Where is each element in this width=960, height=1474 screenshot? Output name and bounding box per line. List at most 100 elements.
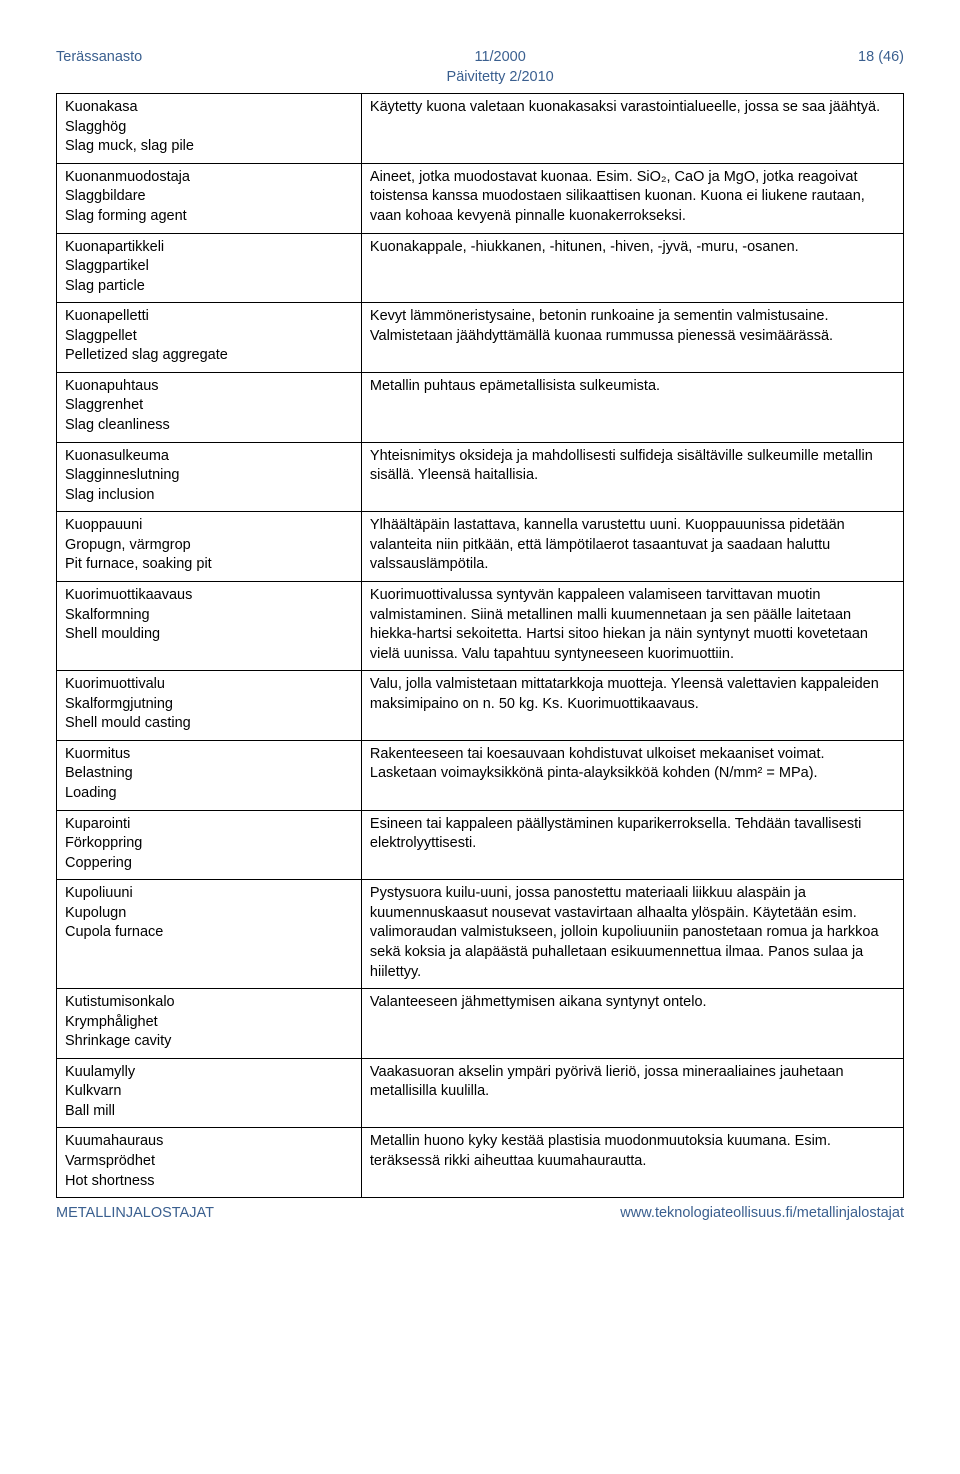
- table-row: KupoliuuniKupolugnCupola furnacePystysuo…: [57, 880, 904, 989]
- term-line: Kulkvarn: [65, 1082, 353, 1102]
- term-line: Kuoppauuni: [65, 516, 353, 536]
- description-cell: Metallin huono kyky kestää plastisia muo…: [361, 1128, 903, 1198]
- footer-right: www.teknologiateollisuus.fi/metallinjalo…: [620, 1204, 904, 1224]
- term-line: Kuonapelletti: [65, 307, 353, 327]
- term-line: Kuorimuottivalu: [65, 675, 353, 695]
- term-line: Ball mill: [65, 1102, 353, 1122]
- description-cell: Kuonakappale, -hiukkanen, -hitunen, -hiv…: [361, 233, 903, 303]
- term-cell: KuparointiFörkoppringCoppering: [57, 810, 362, 880]
- term-cell: KuumahaurausVarmsprödhetHot shortness: [57, 1128, 362, 1198]
- term-line: Shell moulding: [65, 625, 353, 645]
- term-cell: KuulamyllyKulkvarnBall mill: [57, 1058, 362, 1128]
- term-line: Shrinkage cavity: [65, 1032, 353, 1052]
- description-cell: Kevyt lämmöneristysaine, betonin runkoai…: [361, 303, 903, 373]
- term-cell: KuorimuottikaavausSkalformningShell moul…: [57, 581, 362, 670]
- term-line: Varmsprödhet: [65, 1152, 353, 1172]
- table-row: KuorimuottivaluSkalformgjutningShell mou…: [57, 671, 904, 741]
- table-row: KuparointiFörkoppringCopperingEsineen ta…: [57, 810, 904, 880]
- term-line: Kuorimuottikaavaus: [65, 586, 353, 606]
- term-cell: KuormitusBelastningLoading: [57, 740, 362, 810]
- term-cell: KuonanmuodostajaSlaggbildareSlag forming…: [57, 163, 362, 233]
- term-line: Hot shortness: [65, 1172, 353, 1192]
- term-line: Slag forming agent: [65, 207, 353, 227]
- description-cell: Valu, jolla valmistetaan mittatarkkoja m…: [361, 671, 903, 741]
- term-line: Krymphålighet: [65, 1013, 353, 1033]
- term-cell: KuonakasaSlagghögSlag muck, slag pile: [57, 94, 362, 164]
- term-line: Kuonapartikkeli: [65, 238, 353, 258]
- term-line: Kupolugn: [65, 904, 353, 924]
- table-row: KuoppauuniGropugn, värmgropPit furnace, …: [57, 512, 904, 582]
- term-line: Slagghög: [65, 118, 353, 138]
- description-cell: Rakenteeseen tai koesauvaan kohdistuvat …: [361, 740, 903, 810]
- footer-left: METALLINJALOSTAJAT: [56, 1204, 214, 1224]
- term-cell: KuonapellettiSlaggpelletPelletized slag …: [57, 303, 362, 373]
- description-cell: Ylhäältäpäin lastattava, kannella varust…: [361, 512, 903, 582]
- term-line: Kuonakasa: [65, 98, 353, 118]
- term-line: Kuparointi: [65, 815, 353, 835]
- table-row: KuulamyllyKulkvarnBall millVaakasuoran a…: [57, 1058, 904, 1128]
- term-line: Pelletized slag aggregate: [65, 346, 353, 366]
- term-line: Slaggbildare: [65, 187, 353, 207]
- table-row: KuormitusBelastningLoadingRakenteeseen t…: [57, 740, 904, 810]
- term-line: Kuonasulkeuma: [65, 447, 353, 467]
- term-line: Kuonanmuodostaja: [65, 168, 353, 188]
- term-line: Skalformgjutning: [65, 695, 353, 715]
- term-line: Kuulamylly: [65, 1063, 353, 1083]
- term-line: Skalformning: [65, 606, 353, 626]
- term-cell: KuoppauuniGropugn, värmgropPit furnace, …: [57, 512, 362, 582]
- table-row: KuonapuhtausSlaggrenhetSlag cleanlinessM…: [57, 372, 904, 442]
- term-line: Slaggpartikel: [65, 257, 353, 277]
- description-cell: Valanteeseen jähmettymisen aikana syntyn…: [361, 989, 903, 1059]
- term-line: Cupola furnace: [65, 923, 353, 943]
- term-line: Slaggrenhet: [65, 396, 353, 416]
- term-line: Shell mould casting: [65, 714, 353, 734]
- term-line: Kuonapuhtaus: [65, 377, 353, 397]
- header-left: Terässanasto: [56, 48, 142, 87]
- term-cell: KuonapartikkeliSlaggpartikelSlag particl…: [57, 233, 362, 303]
- table-row: KuonakasaSlagghögSlag muck, slag pileKäy…: [57, 94, 904, 164]
- term-line: Slag particle: [65, 277, 353, 297]
- term-cell: KuorimuottivaluSkalformgjutningShell mou…: [57, 671, 362, 741]
- description-cell: Aineet, jotka muodostavat kuonaa. Esim. …: [361, 163, 903, 233]
- table-row: KuonasulkeumaSlagginneslutningSlag inclu…: [57, 442, 904, 512]
- term-line: Kupoliuuni: [65, 884, 353, 904]
- term-line: Belastning: [65, 764, 353, 784]
- term-line: Kutistumisonkalo: [65, 993, 353, 1013]
- term-line: Förkoppring: [65, 834, 353, 854]
- term-line: Slagginneslutning: [65, 466, 353, 486]
- term-line: Pit furnace, soaking pit: [65, 555, 353, 575]
- term-cell: KuonapuhtausSlaggrenhetSlag cleanliness: [57, 372, 362, 442]
- table-row: KuonapellettiSlaggpelletPelletized slag …: [57, 303, 904, 373]
- header-center-line1: 11/2000: [474, 49, 525, 65]
- term-line: Coppering: [65, 854, 353, 874]
- term-line: Slaggpellet: [65, 327, 353, 347]
- description-cell: Pystysuora kuilu-uuni, jossa panostettu …: [361, 880, 903, 989]
- term-line: Slag inclusion: [65, 486, 353, 506]
- header-right: 18 (46): [858, 48, 904, 87]
- header-center-line2: Päivitetty 2/2010: [447, 69, 554, 85]
- description-cell: Esineen tai kappaleen päällystäminen kup…: [361, 810, 903, 880]
- table-row: KutistumisonkaloKrymphålighetShrinkage c…: [57, 989, 904, 1059]
- term-line: Kuumahauraus: [65, 1132, 353, 1152]
- description-cell: Metallin puhtaus epämetallisista sulkeum…: [361, 372, 903, 442]
- description-cell: Vaakasuoran akselin ympäri pyörivä lieri…: [361, 1058, 903, 1128]
- table-row: KuonanmuodostajaSlaggbildareSlag forming…: [57, 163, 904, 233]
- table-row: KuumahaurausVarmsprödhetHot shortnessMet…: [57, 1128, 904, 1198]
- term-cell: KuonasulkeumaSlagginneslutningSlag inclu…: [57, 442, 362, 512]
- term-cell: KutistumisonkaloKrymphålighetShrinkage c…: [57, 989, 362, 1059]
- term-line: Slag cleanliness: [65, 416, 353, 436]
- term-cell: KupoliuuniKupolugnCupola furnace: [57, 880, 362, 989]
- description-cell: Yhteisnimitys oksideja ja mahdollisesti …: [361, 442, 903, 512]
- term-line: Kuormitus: [65, 745, 353, 765]
- term-line: Loading: [65, 784, 353, 804]
- header-center: 11/2000 Päivitetty 2/2010: [142, 48, 858, 87]
- description-cell: Kuorimuottivalussa syntyvän kappaleen va…: [361, 581, 903, 670]
- terms-table: KuonakasaSlagghögSlag muck, slag pileKäy…: [56, 93, 904, 1198]
- term-line: Slag muck, slag pile: [65, 137, 353, 157]
- term-line: Gropugn, värmgrop: [65, 536, 353, 556]
- description-cell: Käytetty kuona valetaan kuonakasaksi var…: [361, 94, 903, 164]
- table-row: KuonapartikkeliSlaggpartikelSlag particl…: [57, 233, 904, 303]
- page-header: Terässanasto 11/2000 Päivitetty 2/2010 1…: [56, 48, 904, 87]
- table-row: KuorimuottikaavausSkalformningShell moul…: [57, 581, 904, 670]
- page-footer: METALLINJALOSTAJAT www.teknologiateollis…: [56, 1204, 904, 1224]
